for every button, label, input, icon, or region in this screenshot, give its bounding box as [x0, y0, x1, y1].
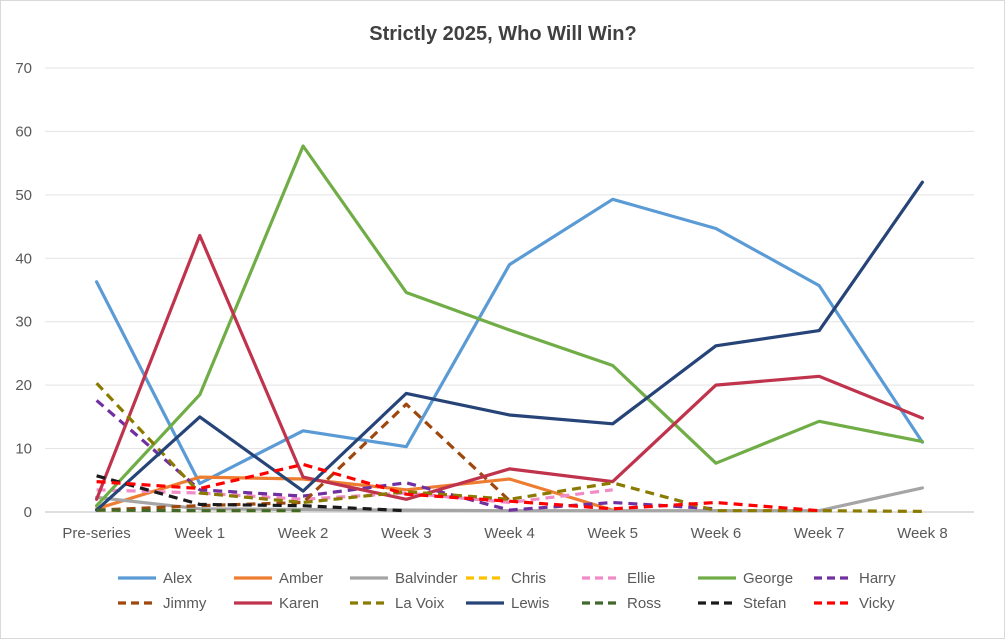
legend-label-la-voix: La Voix [395, 595, 445, 612]
y-tick-label: 50 [15, 187, 32, 204]
x-tick-label: Week 5 [587, 525, 638, 542]
x-tick-label: Week 1 [175, 525, 226, 542]
series-line-alex [95, 197, 924, 486]
x-tick-label: Week 3 [381, 525, 432, 542]
y-tick-label: 10 [15, 441, 32, 458]
series-line-la-voix [95, 382, 923, 513]
legend-label-ellie: Ellie [627, 570, 655, 587]
legend-label-amber: Amber [279, 570, 323, 587]
x-tick-label: Week 2 [278, 525, 329, 542]
series-line-jimmy [96, 402, 511, 512]
y-tick-label: 70 [15, 60, 32, 77]
legend-label-george: George [743, 570, 793, 587]
legend-label-chris: Chris [511, 570, 546, 587]
series-line-vicky [96, 462, 820, 513]
series-line-stefan [96, 474, 407, 513]
gridlines [45, 67, 974, 513]
x-axis-ticks: Pre-series Week 1 Week 2 Week 3 Week 4 Week 5… [62, 525, 947, 542]
legend-label-lewis: Lewis [511, 595, 549, 612]
legend-label-ross: Ross [627, 595, 661, 612]
series-line-karen [95, 233, 924, 501]
y-tick-label: 30 [15, 314, 32, 331]
y-tick-label: 20 [15, 377, 32, 394]
legend: Alex Amber Balvinder Chris Ellie George Harry J… [118, 570, 896, 612]
x-tick-label: Week 6 [691, 525, 742, 542]
x-tick-label: Week 8 [897, 525, 948, 542]
legend-label-alex: Alex [163, 570, 193, 587]
x-tick-label: Pre-series [62, 525, 130, 542]
y-tick-label: 40 [15, 250, 32, 267]
series-line-ross [96, 508, 304, 513]
y-tick-label: 60 [15, 123, 32, 140]
series-line-lewis [95, 180, 924, 512]
legend-label-harry: Harry [859, 570, 896, 587]
legend-label-karen: Karen [279, 595, 319, 612]
chart-title: Strictly 2025, Who Will Win? [369, 23, 636, 45]
series-line-amber [95, 475, 615, 512]
series-line-harry [95, 399, 716, 512]
y-tick-label: 0 [24, 504, 32, 521]
legend-label-jimmy: Jimmy [163, 595, 207, 612]
x-tick-label: Week 7 [794, 525, 845, 542]
legend-label-balvinder: Balvinder [395, 570, 458, 587]
legend-label-stefan: Stefan [743, 595, 786, 612]
legend-label-vicky: Vicky [859, 595, 895, 612]
series-lines [95, 144, 924, 513]
series-line-george [95, 144, 924, 508]
y-axis-ticks: 0 10 20 30 40 50 60 70 [15, 60, 32, 521]
x-tick-label: Week 4 [484, 525, 535, 542]
